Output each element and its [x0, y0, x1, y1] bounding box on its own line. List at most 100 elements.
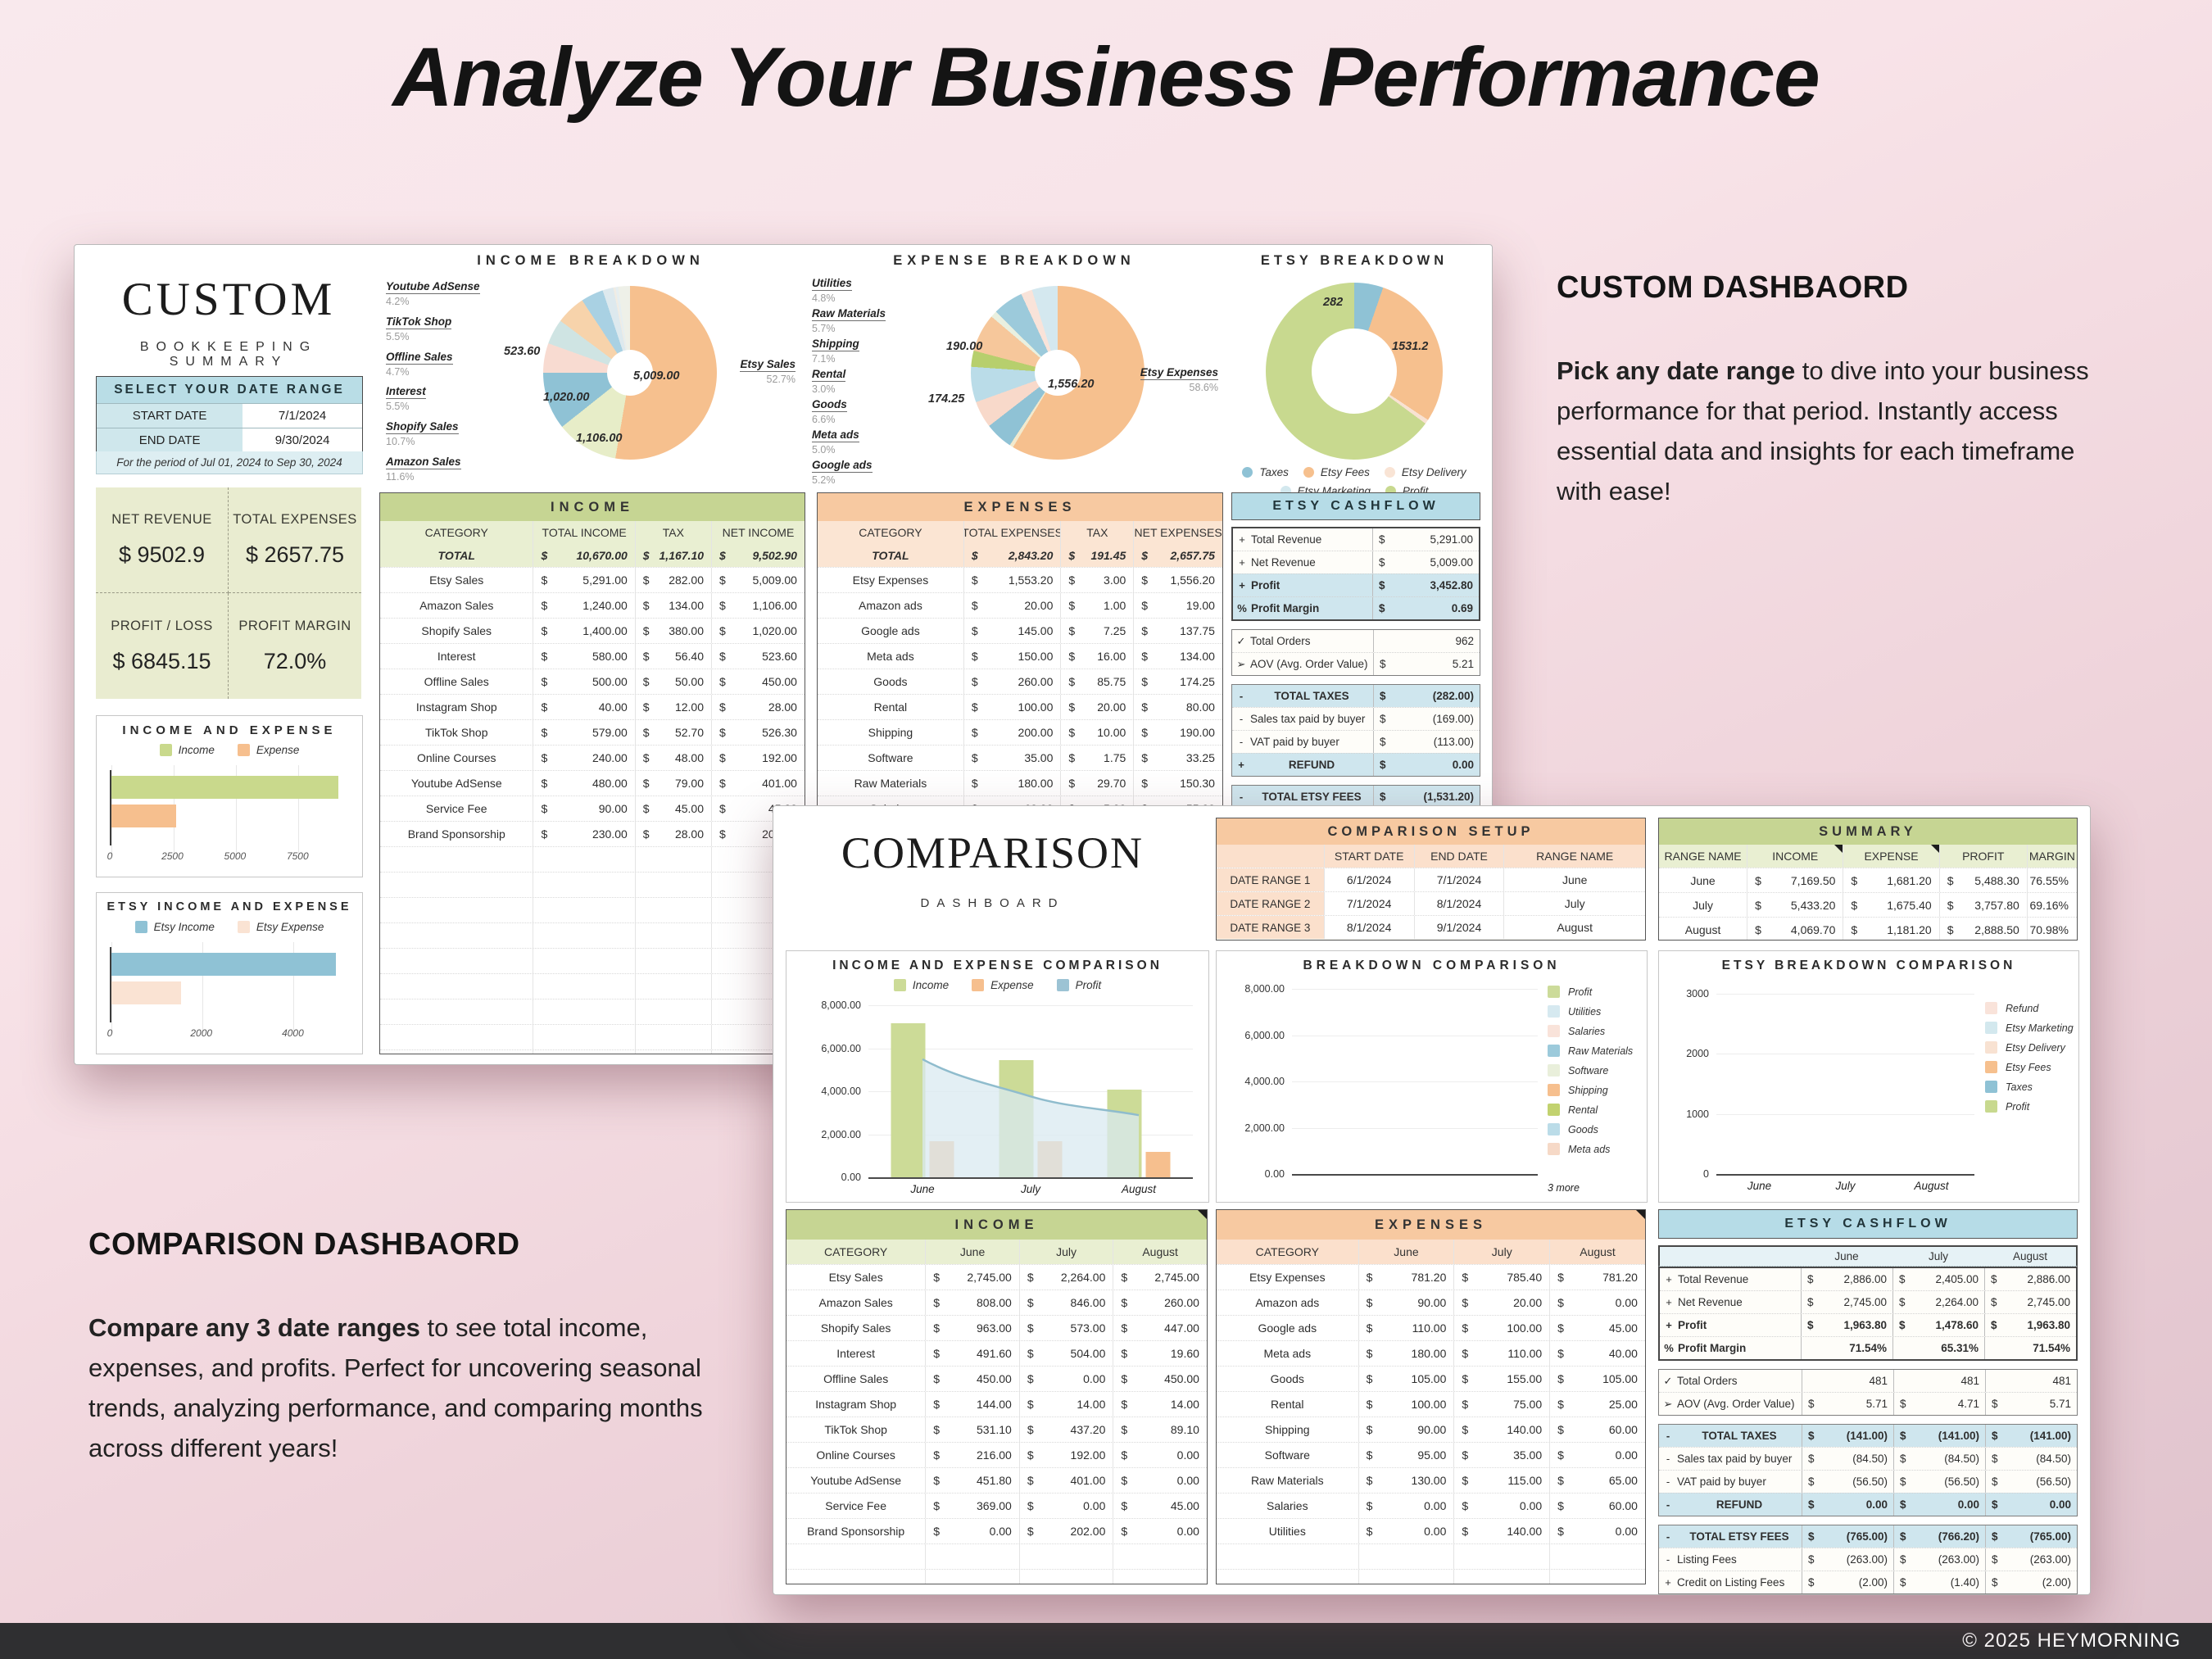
- legend-swatch: [1548, 1084, 1560, 1096]
- table-row: Interest $491.60 $504.00 $19.60: [786, 1340, 1207, 1366]
- pie-label: Interest 5.5%: [386, 385, 426, 413]
- chart-value-label: 1531.2: [1392, 340, 1429, 353]
- axis-tick: 0: [107, 850, 113, 862]
- cashflow-group: - TOTAL TAXES $ (282.00) - Sales tax paid by …: [1231, 684, 1480, 777]
- table-row: Online Courses $240.00 $48.00 $192.00: [380, 745, 805, 770]
- date-range-title: SELECT YOUR DATE RANGE: [97, 377, 362, 403]
- table-row: Goods $260.00 $85.75 $174.25: [818, 669, 1222, 694]
- comparison-setup-table: COMPARISON SETUP START DATE END DATE RAN…: [1216, 818, 1646, 941]
- chart-value-label: 1,106.00: [576, 432, 623, 445]
- cashflow-row: - Listing Fees $ (263.00) $ (263.00) $ (263.00): [1659, 1548, 2077, 1571]
- cashflow-row: % Profit Margin 71.54% 65.31% 71.54%: [1660, 1336, 2076, 1359]
- expenses-table-title: EXPENSES: [818, 493, 1222, 521]
- legend-swatch: [1548, 1064, 1560, 1077]
- legend-item: Profit: [1548, 986, 1643, 998]
- comparison-setup-body[interactable]: DATE RANGE 1 6/1/2024 7/1/2024 June DATE RAN…: [1217, 868, 1645, 939]
- table-row: June $7,169.50 $1,681.20 $5,488.30 76.55%: [1659, 868, 2077, 892]
- table-row: Service Fee$90.00$45.00$45.00: [380, 796, 805, 821]
- chart-value-label: 5,009.00: [633, 369, 680, 383]
- pie-labels-left: Utilities 4.8% Raw Materials 5.7% Shipping 7.…: [812, 276, 886, 486]
- comparison-etsy-cashflow-body: + Total Revenue $2,886.00 $2,405.00 $2,886.0…: [1658, 1267, 2078, 1594]
- kpi-total-expenses: TOTAL EXPENSES $ 2657.75: [229, 487, 361, 593]
- cashflow-group: ✓ Total Orders 962 ➢ AOV (Avg. Order Value) $…: [1231, 629, 1480, 676]
- comparison-dashboard-card: COMPARISON DASHBOARD COMPARISON SETUP ST…: [773, 805, 2091, 1595]
- pie-label-right: Etsy Sales 52.7%: [740, 358, 796, 385]
- comparison-setup-header: START DATE END DATE RANGE NAME: [1217, 845, 1645, 868]
- end-date-input[interactable]: 9/30/2024: [243, 428, 362, 452]
- legend-swatch: [972, 979, 985, 991]
- table-row: July $5,433.20 $1,675.40 $3,757.80 69.16%: [1659, 892, 2077, 917]
- comparison-income-title: INCOME: [786, 1210, 1207, 1240]
- table-row: Offline Sales $500.00 $50.00 $450.00: [380, 669, 805, 694]
- end-date-row: END DATE 9/30/2024: [97, 428, 362, 452]
- legend-item: Salaries: [1548, 1025, 1643, 1037]
- legend-item: Raw Materials: [1548, 1045, 1643, 1057]
- table-row: [1217, 1569, 1645, 1584]
- legend-item: Etsy Delivery: [1985, 1041, 2077, 1054]
- expense-breakdown-chart: EXPENSE BREAKDOWN Utilities 4.8% Raw Mater…: [812, 253, 1218, 486]
- cashflow-group: ✓ Total Orders 481 481 481 ➢ AOV (Avg. Order V…: [1658, 1369, 2078, 1416]
- kpi-grid: NET REVENUE $ 9502.9 TOTAL EXPENSES $ 26…: [96, 487, 361, 699]
- pie-label: Offline Sales 4.7%: [386, 350, 453, 378]
- table-row: [380, 973, 805, 999]
- axis-tick: 0: [107, 1027, 113, 1039]
- table-row: Amazon Sales $1,240.00 $134.00 $1,106.00: [380, 592, 805, 618]
- legend-swatch: [1548, 1045, 1560, 1057]
- cashflow-row: + Credit on Listing Fees $ (2.00) $ (1.40) $ (2…: [1659, 1571, 2077, 1593]
- bar: [1037, 1141, 1063, 1177]
- legend-item: Taxes: [1985, 1081, 2077, 1093]
- cashflow-row: + REFUND $0.00: [1232, 753, 1480, 776]
- table-row: TikTok Shop $579.00 $52.70 $526.30: [380, 719, 805, 745]
- summary-header: RANGE NAME INCOME EXPENSE PROFIT MARGIN: [1659, 845, 2077, 868]
- table-row: Brand Sponsorship$230.00$28.00$202.00: [380, 821, 805, 846]
- start-date-input[interactable]: 7/1/2024: [243, 404, 362, 428]
- table-row: Shipping $200.00 $10.00 $190.00: [818, 719, 1222, 745]
- x-axis-label: June: [910, 1183, 935, 1195]
- legend-item: Etsy Delivery: [1384, 466, 1466, 478]
- y-axis-tick: 8,000.00: [821, 999, 861, 1011]
- custom-logo: CUSTOM: [121, 274, 336, 325]
- table-row: Instagram Shop $144.00 $14.00 $14.00: [786, 1391, 1207, 1416]
- comparison-expenses-header: CATEGORY June July August: [1217, 1240, 1645, 1264]
- plot-area: 3000 2000 1000 0 June July August: [1686, 988, 1974, 1192]
- table-row: [380, 922, 805, 948]
- y-axis-tick: 2,000.00: [1244, 1122, 1285, 1134]
- table-row: Salaries $0.00 $0.00 $60.00: [1217, 1493, 1645, 1518]
- table-row: Software $35.00 $1.75 $33.25: [818, 745, 1222, 770]
- bar: [1107, 1090, 1142, 1177]
- cashflow-group: + Total Revenue $5,291.00 + Net Revenue $5,00…: [1231, 527, 1480, 621]
- pie-label: Shipping 7.1%: [812, 338, 859, 365]
- pie-label: Shopify Sales 10.7%: [386, 420, 459, 448]
- y-axis-tick: 4,000.00: [821, 1086, 861, 1097]
- legend-swatch: [893, 979, 906, 991]
- comparison-logo: COMPARISON: [841, 828, 1145, 877]
- cashflow-row: + Profit $3,452.80: [1233, 573, 1479, 596]
- legend-item: Expense: [237, 744, 299, 756]
- legend-swatch: [1548, 986, 1560, 998]
- legend-more[interactable]: 3 more: [1548, 1182, 1580, 1194]
- legend-swatch: [1384, 467, 1395, 478]
- cashflow-row: - TOTAL ETSY FEES $ (1,531.20): [1232, 786, 1480, 808]
- cashflow-row: ➢ AOV (Avg. Order Value) $5.21: [1232, 652, 1480, 675]
- legend-item: Taxes: [1242, 466, 1289, 478]
- table-row: Etsy Sales $5,291.00 $282.00 $5,009.00: [380, 567, 805, 592]
- custom-note-heading: CUSTOM DASHBAORD: [1557, 270, 1909, 305]
- comparison-setup-title: COMPARISON SETUP: [1217, 818, 1645, 845]
- table-row: [380, 1024, 805, 1049]
- x-axis-label: August: [1914, 1180, 1949, 1192]
- chart-value-label: 1,556.20: [1048, 378, 1095, 391]
- cashflow-row: ✓ Total Orders 962: [1232, 630, 1480, 652]
- kpi-profit-margin: PROFIT MARGIN 72.0%: [238, 618, 351, 673]
- comparison-income-table: INCOME CATEGORY June July August Etsy Sa…: [786, 1209, 1208, 1584]
- bar: [111, 953, 337, 976]
- y-axis-tick: 6,000.00: [1244, 1029, 1285, 1041]
- chart-value-label: 523.60: [504, 345, 541, 358]
- pie-hole: [607, 350, 653, 396]
- chart-legend: Income Expense Profit: [786, 979, 1208, 991]
- y-axis-tick: 2,000.00: [821, 1128, 861, 1140]
- bar: [111, 981, 181, 1004]
- plot-area: [110, 765, 351, 854]
- bar: [1145, 1152, 1171, 1177]
- table-row: Shopify Sales $1,400.00 $380.00 $1,020.00: [380, 618, 805, 643]
- table-row: Youtube AdSense $451.80 $401.00 $0.00: [786, 1467, 1207, 1493]
